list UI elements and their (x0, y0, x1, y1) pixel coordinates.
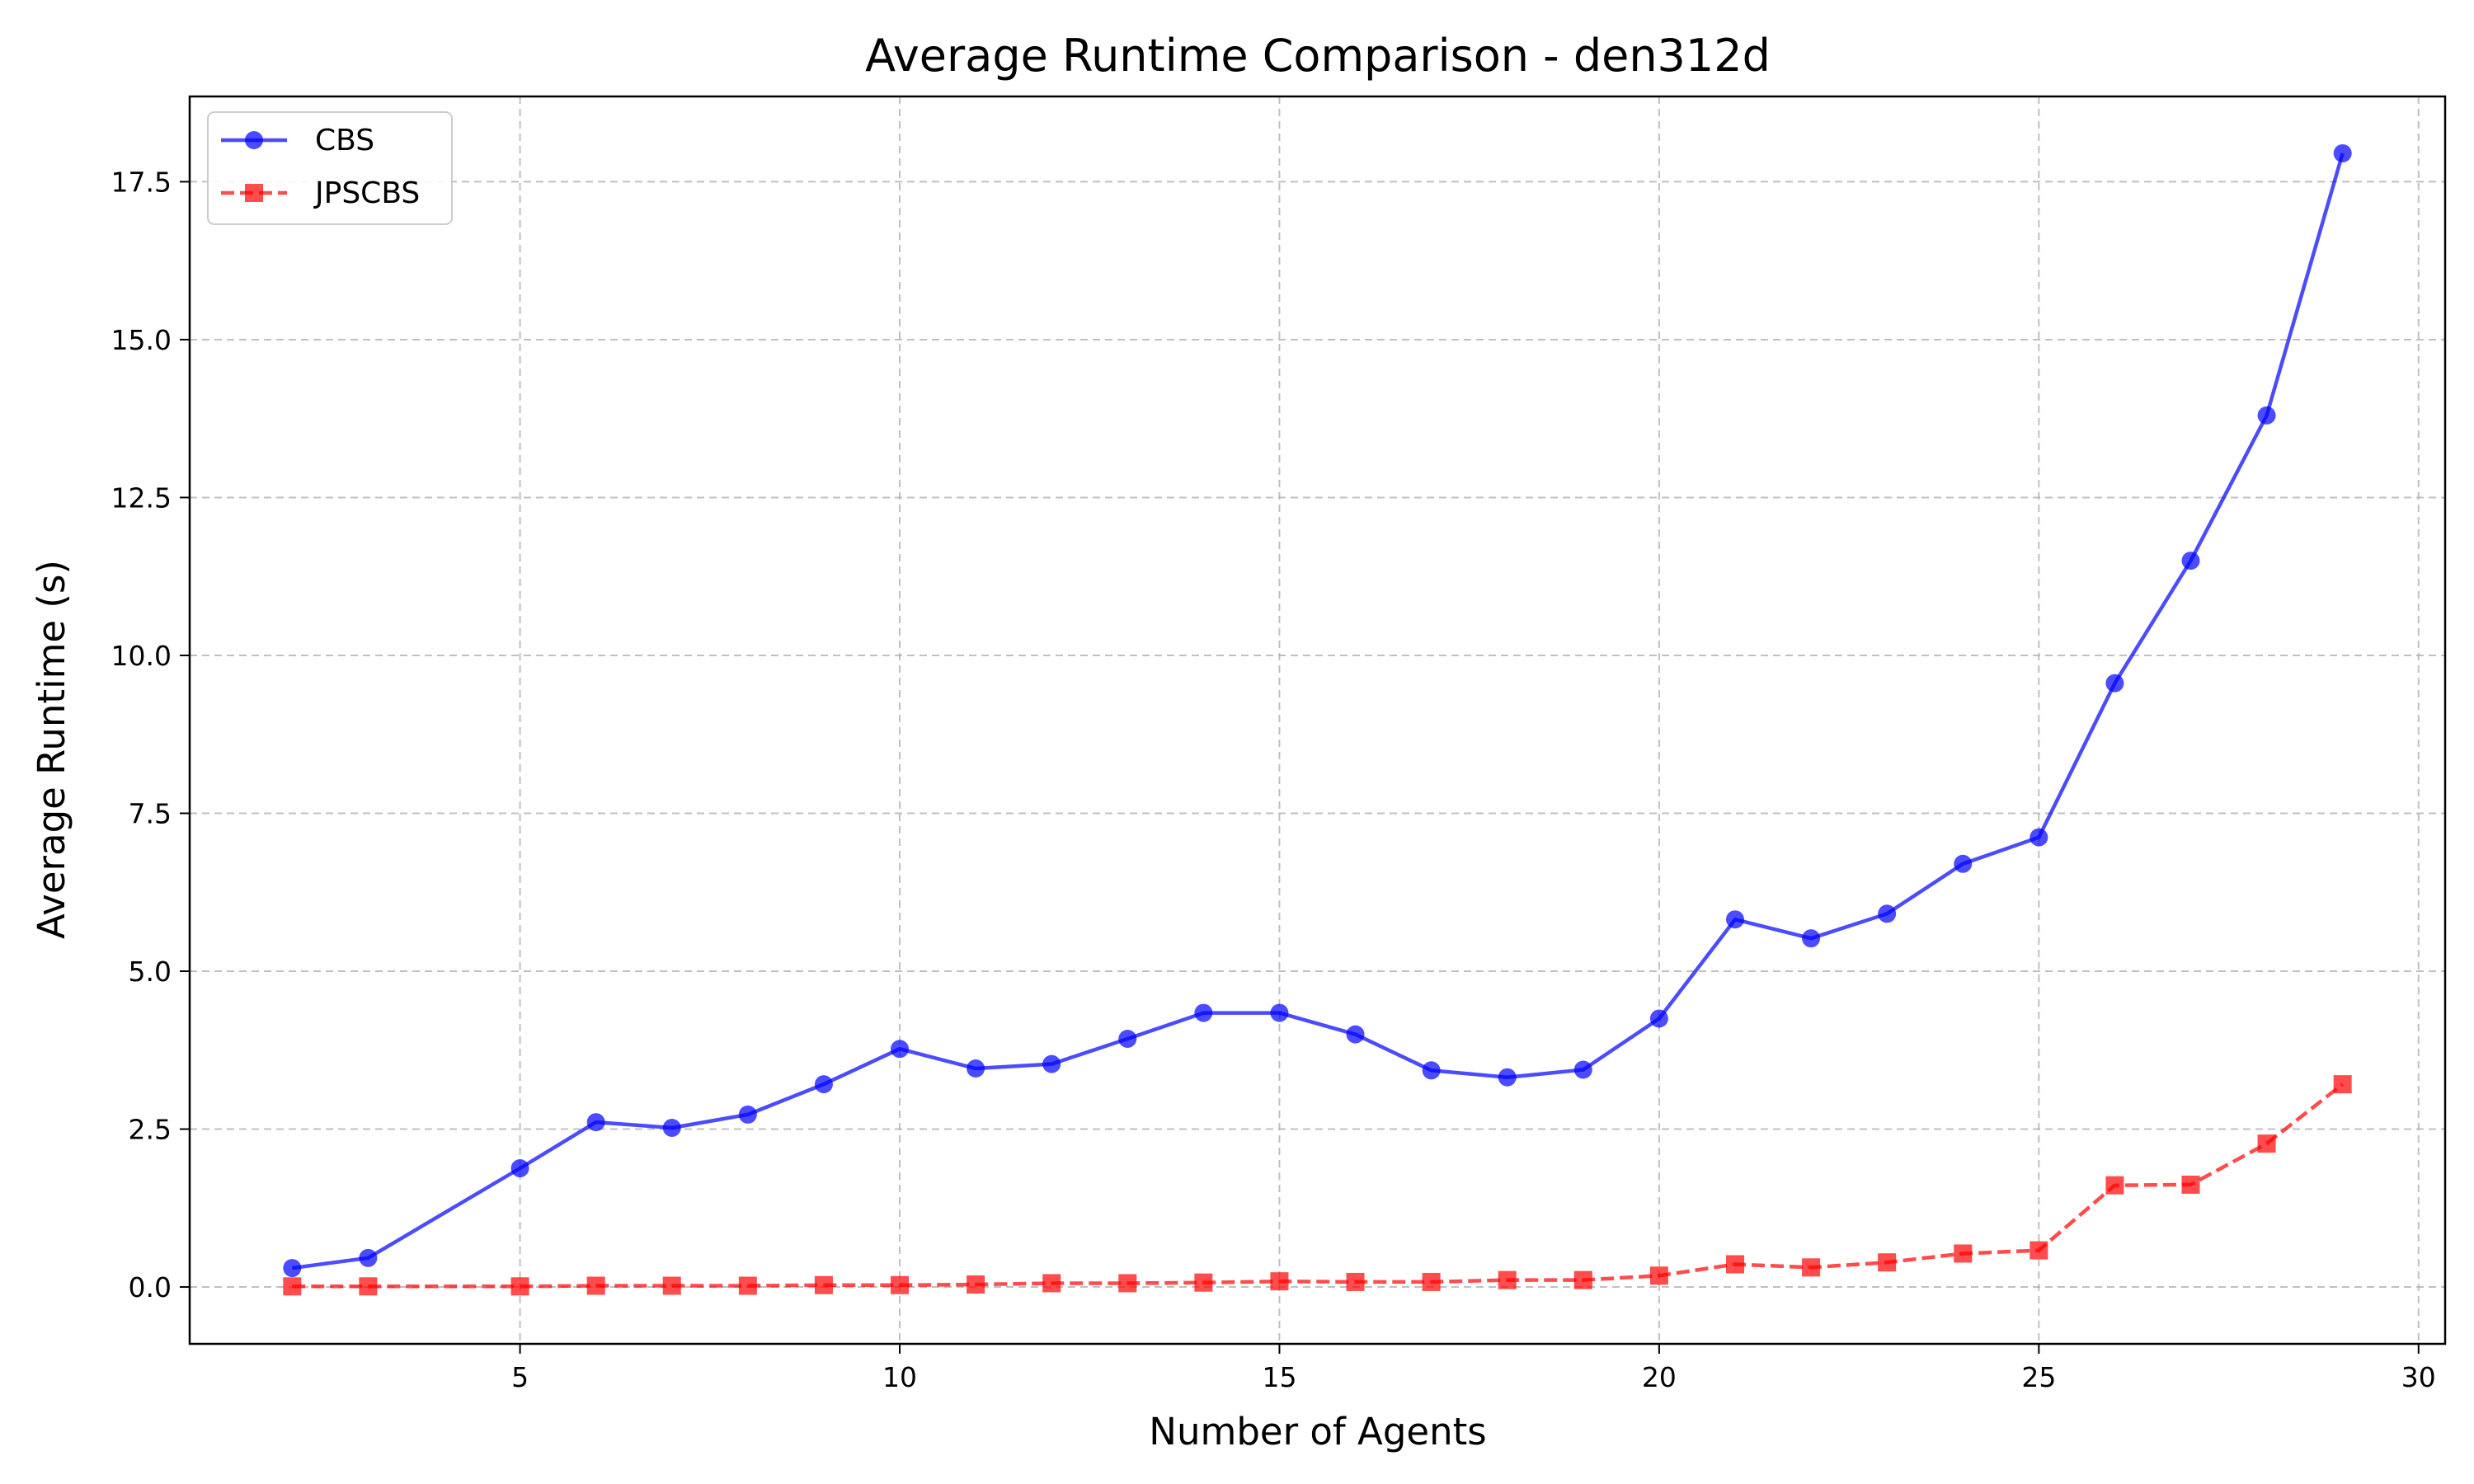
legend-label-cbs: CBS (315, 124, 374, 157)
data-point-cbs (738, 1105, 757, 1124)
data-point-jpscbs (662, 1276, 681, 1295)
legend-item-jpscbs: JPSCBS (221, 176, 420, 210)
data-point-cbs (1118, 1029, 1137, 1048)
data-point-jpscbs (1194, 1273, 1213, 1292)
y-tick-label: 2.5 (129, 1114, 172, 1146)
series-layer (283, 143, 2352, 1296)
data-point-cbs (1498, 1068, 1517, 1087)
y-tick-label: 15.0 (111, 324, 172, 356)
data-point-cbs (2333, 143, 2352, 162)
data-point-jpscbs (1346, 1272, 1365, 1291)
data-point-jpscbs (1270, 1272, 1289, 1291)
data-point-cbs (1270, 1003, 1289, 1022)
y-axis-label: Average Runtime (s) (30, 560, 73, 939)
data-point-cbs (283, 1259, 302, 1278)
legend-marker-cbs (245, 131, 263, 149)
data-point-jpscbs (1498, 1270, 1517, 1289)
legend: CBS JPSCBS (207, 111, 453, 225)
x-tick-label: 30 (2401, 1361, 2436, 1393)
data-point-cbs (1194, 1003, 1213, 1022)
y-tick-label: 10.0 (111, 640, 172, 672)
data-point-jpscbs (1422, 1272, 1441, 1291)
data-point-jpscbs (510, 1277, 529, 1296)
data-point-jpscbs (2257, 1134, 2276, 1153)
data-point-cbs (1649, 1009, 1668, 1028)
data-point-cbs (1422, 1061, 1441, 1080)
x-tick-label: 10 (882, 1361, 917, 1393)
data-point-cbs (967, 1059, 985, 1078)
data-point-cbs (586, 1113, 605, 1132)
data-point-cbs (1878, 904, 1897, 923)
data-point-cbs (1042, 1054, 1061, 1073)
x-tick-label: 15 (1262, 1361, 1296, 1393)
data-point-jpscbs (2333, 1075, 2352, 1094)
data-point-jpscbs (1573, 1270, 1592, 1289)
data-point-jpscbs (2105, 1176, 2124, 1195)
x-axis-label: Number of Agents (1149, 1410, 1486, 1453)
y-tick-label: 12.5 (111, 481, 172, 514)
data-point-jpscbs (2030, 1241, 2048, 1260)
axis-ticks: 5 10 15 20 25 30 0.0 2.5 5.0 7.5 10.0 12.5 15.0 17.5 (111, 166, 2436, 1393)
legend-marker-jpscbs (245, 184, 263, 202)
x-tick-label: 5 (511, 1361, 529, 1393)
data-point-jpscbs (1118, 1274, 1137, 1293)
data-point-cbs (2181, 552, 2200, 571)
data-point-jpscbs (586, 1276, 605, 1295)
plot-area-frame (188, 95, 2447, 1345)
data-point-jpscbs (283, 1277, 302, 1296)
data-point-cbs (1573, 1060, 1592, 1079)
series-cbs (283, 143, 2352, 1278)
legend-label-jpscbs: JPSCBS (313, 176, 420, 210)
data-point-cbs (1725, 910, 1744, 929)
data-point-jpscbs (359, 1277, 378, 1296)
data-point-cbs (2257, 406, 2276, 425)
y-tick-label: 0.0 (129, 1271, 172, 1303)
data-point-cbs (814, 1075, 833, 1094)
data-point-jpscbs (1042, 1274, 1061, 1293)
data-point-cbs (891, 1040, 910, 1059)
data-point-jpscbs (1802, 1258, 1821, 1277)
data-point-jpscbs (814, 1275, 833, 1294)
series-jpscbs (283, 1075, 2352, 1296)
data-point-cbs (1954, 854, 1973, 873)
x-tick-label: 20 (1642, 1361, 1677, 1393)
data-point-jpscbs (1725, 1255, 1744, 1274)
x-tick-label: 25 (2021, 1361, 2056, 1393)
y-tick-label: 7.5 (129, 797, 172, 829)
data-point-cbs (662, 1119, 681, 1138)
legend-item-cbs: CBS (221, 124, 374, 157)
data-point-jpscbs (1954, 1244, 1973, 1263)
data-point-jpscbs (2181, 1175, 2200, 1194)
y-tick-label: 17.5 (111, 166, 172, 198)
data-point-cbs (2030, 828, 2048, 847)
data-point-jpscbs (1878, 1253, 1897, 1272)
y-tick-label: 5.0 (129, 956, 172, 988)
data-point-jpscbs (1649, 1266, 1668, 1285)
data-point-cbs (1346, 1025, 1365, 1044)
data-point-jpscbs (967, 1275, 985, 1294)
chart-title: Average Runtime Comparison - den312d (865, 30, 1771, 82)
data-point-cbs (1802, 929, 1821, 948)
grid (190, 96, 2445, 1344)
data-point-cbs (359, 1248, 378, 1267)
data-point-jpscbs (891, 1275, 910, 1294)
data-point-jpscbs (738, 1276, 757, 1295)
data-point-cbs (510, 1159, 529, 1178)
data-point-cbs (2105, 674, 2124, 693)
